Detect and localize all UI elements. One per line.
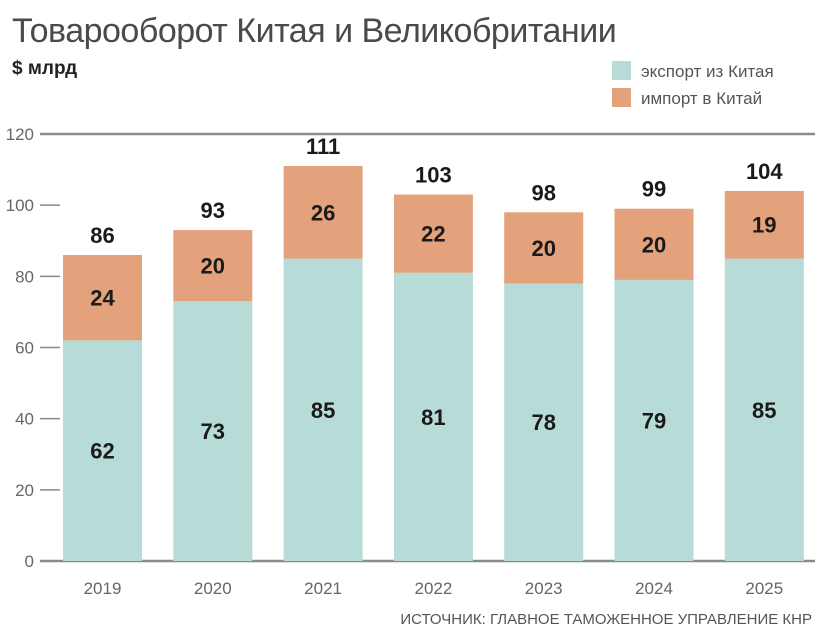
y-tick-label: 60 [15, 339, 34, 358]
bar-segment [393, 194, 473, 273]
bar-segment [504, 283, 584, 561]
segment-label: 62 [90, 439, 114, 464]
x-tick-label: 2021 [304, 579, 342, 598]
bar-segment [283, 166, 363, 259]
total-label: 99 [642, 177, 666, 202]
bar-segment [724, 190, 804, 259]
bar-segment [393, 272, 473, 561]
bar-segment [63, 340, 142, 561]
legend-label: экспорт из Китая [641, 62, 774, 81]
total-label: 93 [201, 198, 225, 223]
x-tick-label: 2019 [84, 579, 122, 598]
segment-label: 85 [311, 398, 335, 423]
x-tick-label: 2023 [525, 579, 563, 598]
segment-label: 20 [201, 254, 225, 279]
segment-label: 24 [90, 286, 115, 311]
y-tick-label: 20 [15, 481, 34, 500]
bar-segment [504, 212, 584, 284]
total-label: 86 [90, 223, 114, 248]
total-label: 111 [306, 134, 340, 159]
y-tick-label: 40 [15, 410, 34, 429]
segment-label: 20 [531, 236, 555, 261]
x-tick-label: 2022 [414, 579, 452, 598]
total-label: 104 [746, 159, 783, 184]
y-tick-label: 100 [6, 196, 34, 215]
chart-title: Товарооборот Китая и Великобритании [12, 12, 616, 50]
segment-label: 81 [421, 405, 445, 430]
segment-label: 22 [421, 222, 445, 247]
legend-label: импорт в Китай [641, 89, 762, 108]
segment-label: 73 [201, 419, 225, 444]
source-note: ИСТОЧНИК: ГЛАВНОЕ ТАМОЖЕННОЕ УПРАВЛЕНИЕ … [400, 611, 812, 628]
bar-segment [724, 258, 804, 561]
legend-swatch [612, 88, 631, 107]
segment-label: 19 [752, 213, 776, 238]
legend: экспорт из Китая импорт в Китай [612, 61, 774, 108]
segment-label: 85 [752, 398, 776, 423]
total-label: 98 [531, 180, 555, 205]
legend-swatch [612, 61, 631, 80]
y-axis-unit: $ млрд [12, 58, 77, 79]
x-tick-label: 2024 [635, 579, 673, 598]
bar-segment [283, 258, 363, 561]
total-label: 103 [415, 162, 452, 187]
y-tick-label: 80 [15, 267, 34, 286]
segment-label: 26 [311, 200, 335, 225]
bar-segment [614, 279, 694, 561]
y-tick-label: 120 [6, 125, 34, 144]
bars: 6224862019732093202085261112021812210320… [63, 134, 804, 598]
segment-label: 78 [531, 410, 555, 435]
x-tick-label: 2020 [194, 579, 232, 598]
segment-label: 79 [642, 408, 666, 433]
bar-segment [63, 254, 142, 341]
bar-segment [173, 301, 253, 561]
bar-segment [173, 230, 253, 302]
bar-segment [614, 208, 694, 280]
segment-label: 20 [642, 232, 666, 257]
x-tick-label: 2025 [745, 579, 783, 598]
y-tick-label: 0 [25, 552, 34, 571]
